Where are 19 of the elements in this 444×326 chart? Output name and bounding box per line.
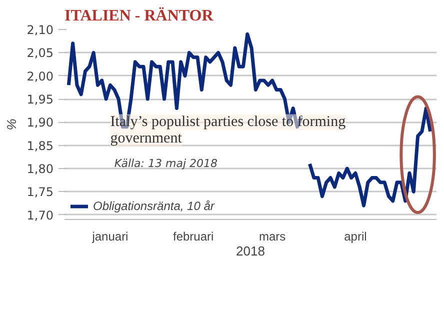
y-tick-label: 1,80 (26, 162, 54, 176)
y-axis-title: % (4, 118, 19, 130)
chart-title: ITALIEN - RÄNTOR (64, 6, 214, 24)
annotation: Italy’s populist parties close to forming government (110, 114, 346, 146)
x-tick-label: februari (173, 230, 214, 244)
annotation: Källa: 13 maj 2018 (114, 157, 218, 170)
y-tick-label: 1,95 (26, 92, 54, 107)
y-tick-label: 2,05 (26, 46, 54, 60)
x-tick-label: april (344, 230, 367, 244)
legend-label: Obligationsränta, 10 år (93, 199, 214, 213)
x-axis-title: 2018 (236, 244, 265, 258)
y-tick-label: 1,70 (26, 208, 54, 222)
x-tick-label: januari (91, 230, 128, 244)
y-tick-label: 1,90 (26, 116, 54, 130)
y-tick-label: 1,85 (26, 138, 54, 153)
y-tick-label: 1,75 (26, 185, 54, 200)
x-tick-label: mars (258, 230, 286, 244)
y-tick-label: 2,10 (26, 23, 54, 37)
y-tick-label: 2,00 (26, 69, 54, 84)
